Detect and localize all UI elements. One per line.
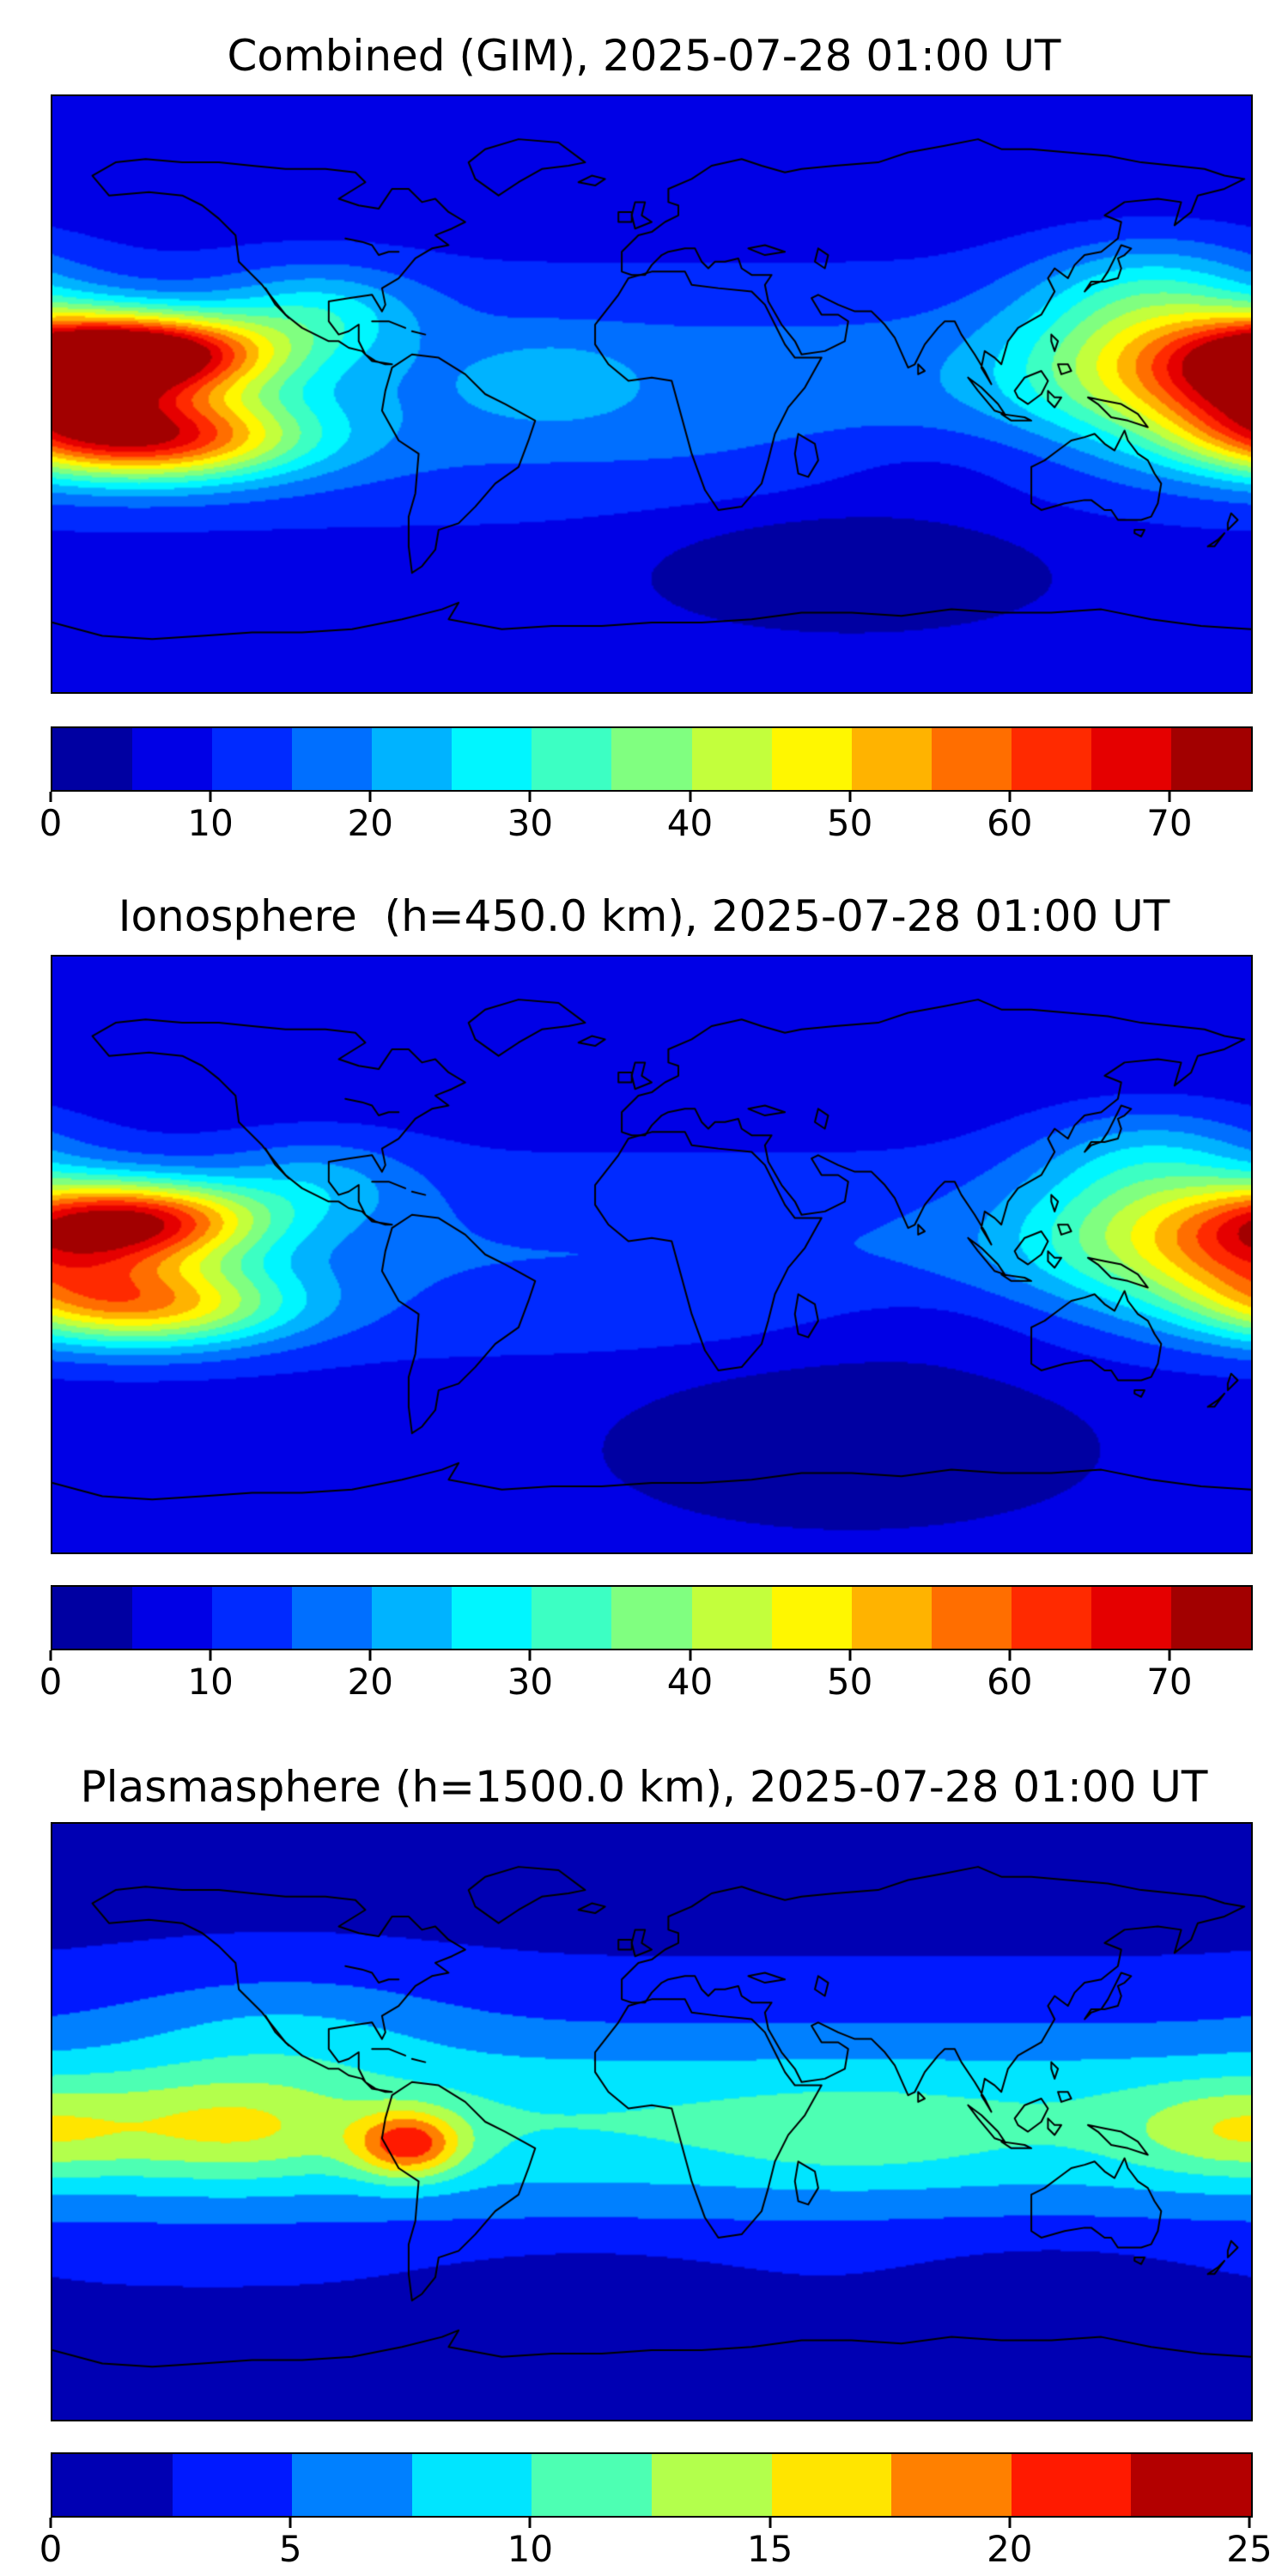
colorbar-segment [292, 2454, 412, 2516]
colorbar-segment [292, 728, 373, 790]
colorbar-segment [172, 2454, 293, 2516]
colorbar-segment [651, 2454, 772, 2516]
colorbar-tick-label: 70 [1146, 1661, 1193, 1703]
panel-title-plasmasphere: Plasmasphere (h=1500.0 km), 2025-07-28 0… [80, 1762, 1208, 1812]
colorbar-segment [1170, 728, 1251, 790]
colorbar-tick-label: 40 [666, 802, 714, 844]
colorbar-ionosphere [51, 1585, 1253, 1650]
colorbar-segment [532, 728, 612, 790]
colorbar-segment [1011, 728, 1091, 790]
colorbar-tick-label: 20 [347, 802, 393, 844]
colorbar-tick-label: 10 [507, 2528, 554, 2570]
colorbar-segment [212, 1587, 293, 1649]
colorbar-tick-label: 10 [187, 802, 234, 844]
colorbar-segment [771, 2454, 892, 2516]
map-plasmasphere-canvas [51, 1822, 1253, 2421]
colorbar-segment [532, 1587, 612, 1649]
colorbar-ticks-ionosphere: 0 10 20 30 40 50 60 70 [39, 1650, 1249, 1710]
map-combined-canvas [51, 94, 1253, 694]
colorbar-segment [52, 2454, 173, 2516]
colorbar-segment [292, 1587, 373, 1649]
colorbar-segment [132, 728, 213, 790]
colorbar-tick-label: 25 [1226, 2528, 1273, 2570]
colorbar-segment [212, 728, 293, 790]
colorbar-tick-label: 0 [39, 802, 63, 844]
colorbar-segment [372, 1587, 453, 1649]
colorbar-segment [1011, 1587, 1091, 1649]
colorbar-tick [1168, 792, 1171, 802]
colorbar-segment [532, 2454, 652, 2516]
colorbar-tick [528, 792, 532, 802]
colorbar-segment [931, 728, 1012, 790]
colorbar-tick-label: 0 [39, 1661, 63, 1703]
colorbar-tick [689, 792, 692, 802]
colorbar-tick [848, 1650, 852, 1661]
colorbar-segment [771, 1587, 852, 1649]
colorbar-segment [851, 728, 932, 790]
colorbar-tick [368, 1650, 372, 1661]
colorbar-tick-label: 50 [826, 802, 873, 844]
colorbar-tick-label: 5 [278, 2528, 302, 2570]
map-ionosphere-canvas [51, 955, 1253, 1554]
panel-title-combined: Combined (GIM), 2025-07-28 01:00 UT [227, 31, 1061, 81]
colorbar-tick-label: 20 [347, 1661, 393, 1703]
colorbar-tick [209, 792, 212, 802]
colorbar-segment [771, 728, 852, 790]
colorbar-tick [769, 2518, 772, 2528]
panel-title-ionosphere: Ionosphere (h=450.0 km), 2025-07-28 01:0… [118, 891, 1170, 941]
colorbar-tick-label: 50 [826, 1661, 873, 1703]
colorbar-tick-label: 20 [987, 2528, 1033, 2570]
colorbar-tick [1008, 792, 1012, 802]
colorbar-tick [528, 2518, 532, 2528]
colorbar-tick-label: 10 [187, 1661, 234, 1703]
colorbar-tick-label: 60 [987, 1661, 1033, 1703]
colorbar-tick [848, 792, 852, 802]
colorbar-tick-label: 40 [666, 1661, 714, 1703]
colorbar-segment [52, 1587, 133, 1649]
colorbar-tick-label: 30 [507, 1661, 554, 1703]
colorbar-segment [52, 728, 133, 790]
colorbar-tick [49, 1650, 52, 1661]
colorbar-segment [1131, 2454, 1251, 2516]
colorbar-combined [51, 726, 1253, 792]
colorbar-tick-label: 70 [1146, 802, 1193, 844]
colorbar-segment [1011, 2454, 1132, 2516]
colorbar-tick-label: 15 [746, 2528, 793, 2570]
colorbar-segment [611, 728, 692, 790]
colorbar-segment [1091, 728, 1171, 790]
colorbar-tick [689, 1650, 692, 1661]
colorbar-segment [1091, 1587, 1171, 1649]
colorbar-segment [611, 1587, 692, 1649]
colorbar-segment [891, 2454, 1012, 2516]
colorbar-ticks-plasmasphere: 0 5 10 15 20 25 [39, 2518, 1273, 2576]
colorbar-tick [1008, 2518, 1012, 2528]
colorbar-tick [209, 1650, 212, 1661]
colorbar-ticks-combined: 0 10 20 30 40 50 60 70 [39, 792, 1249, 852]
colorbar-segment [851, 1587, 932, 1649]
colorbar-tick-label: 60 [987, 802, 1033, 844]
colorbar-segment [452, 1587, 532, 1649]
colorbar-segment [931, 1587, 1012, 1649]
colorbar-plasmasphere [51, 2452, 1253, 2518]
colorbar-tick [1168, 1650, 1171, 1661]
colorbar-tick [49, 2518, 52, 2528]
colorbar-segment [691, 1587, 772, 1649]
colorbar-tick [49, 792, 52, 802]
colorbar-tick-label: 30 [507, 802, 554, 844]
colorbar-tick [1008, 1650, 1012, 1661]
colorbar-tick-label: 0 [39, 2528, 63, 2570]
colorbar-segment [411, 2454, 532, 2516]
colorbar-segment [452, 728, 532, 790]
colorbar-segment [691, 728, 772, 790]
colorbar-tick [368, 792, 372, 802]
colorbar-segment [132, 1587, 213, 1649]
colorbar-segment [372, 728, 453, 790]
colorbar-tick [1248, 2518, 1251, 2528]
colorbar-tick [289, 2518, 292, 2528]
colorbar-tick [528, 1650, 532, 1661]
colorbar-segment [1170, 1587, 1251, 1649]
